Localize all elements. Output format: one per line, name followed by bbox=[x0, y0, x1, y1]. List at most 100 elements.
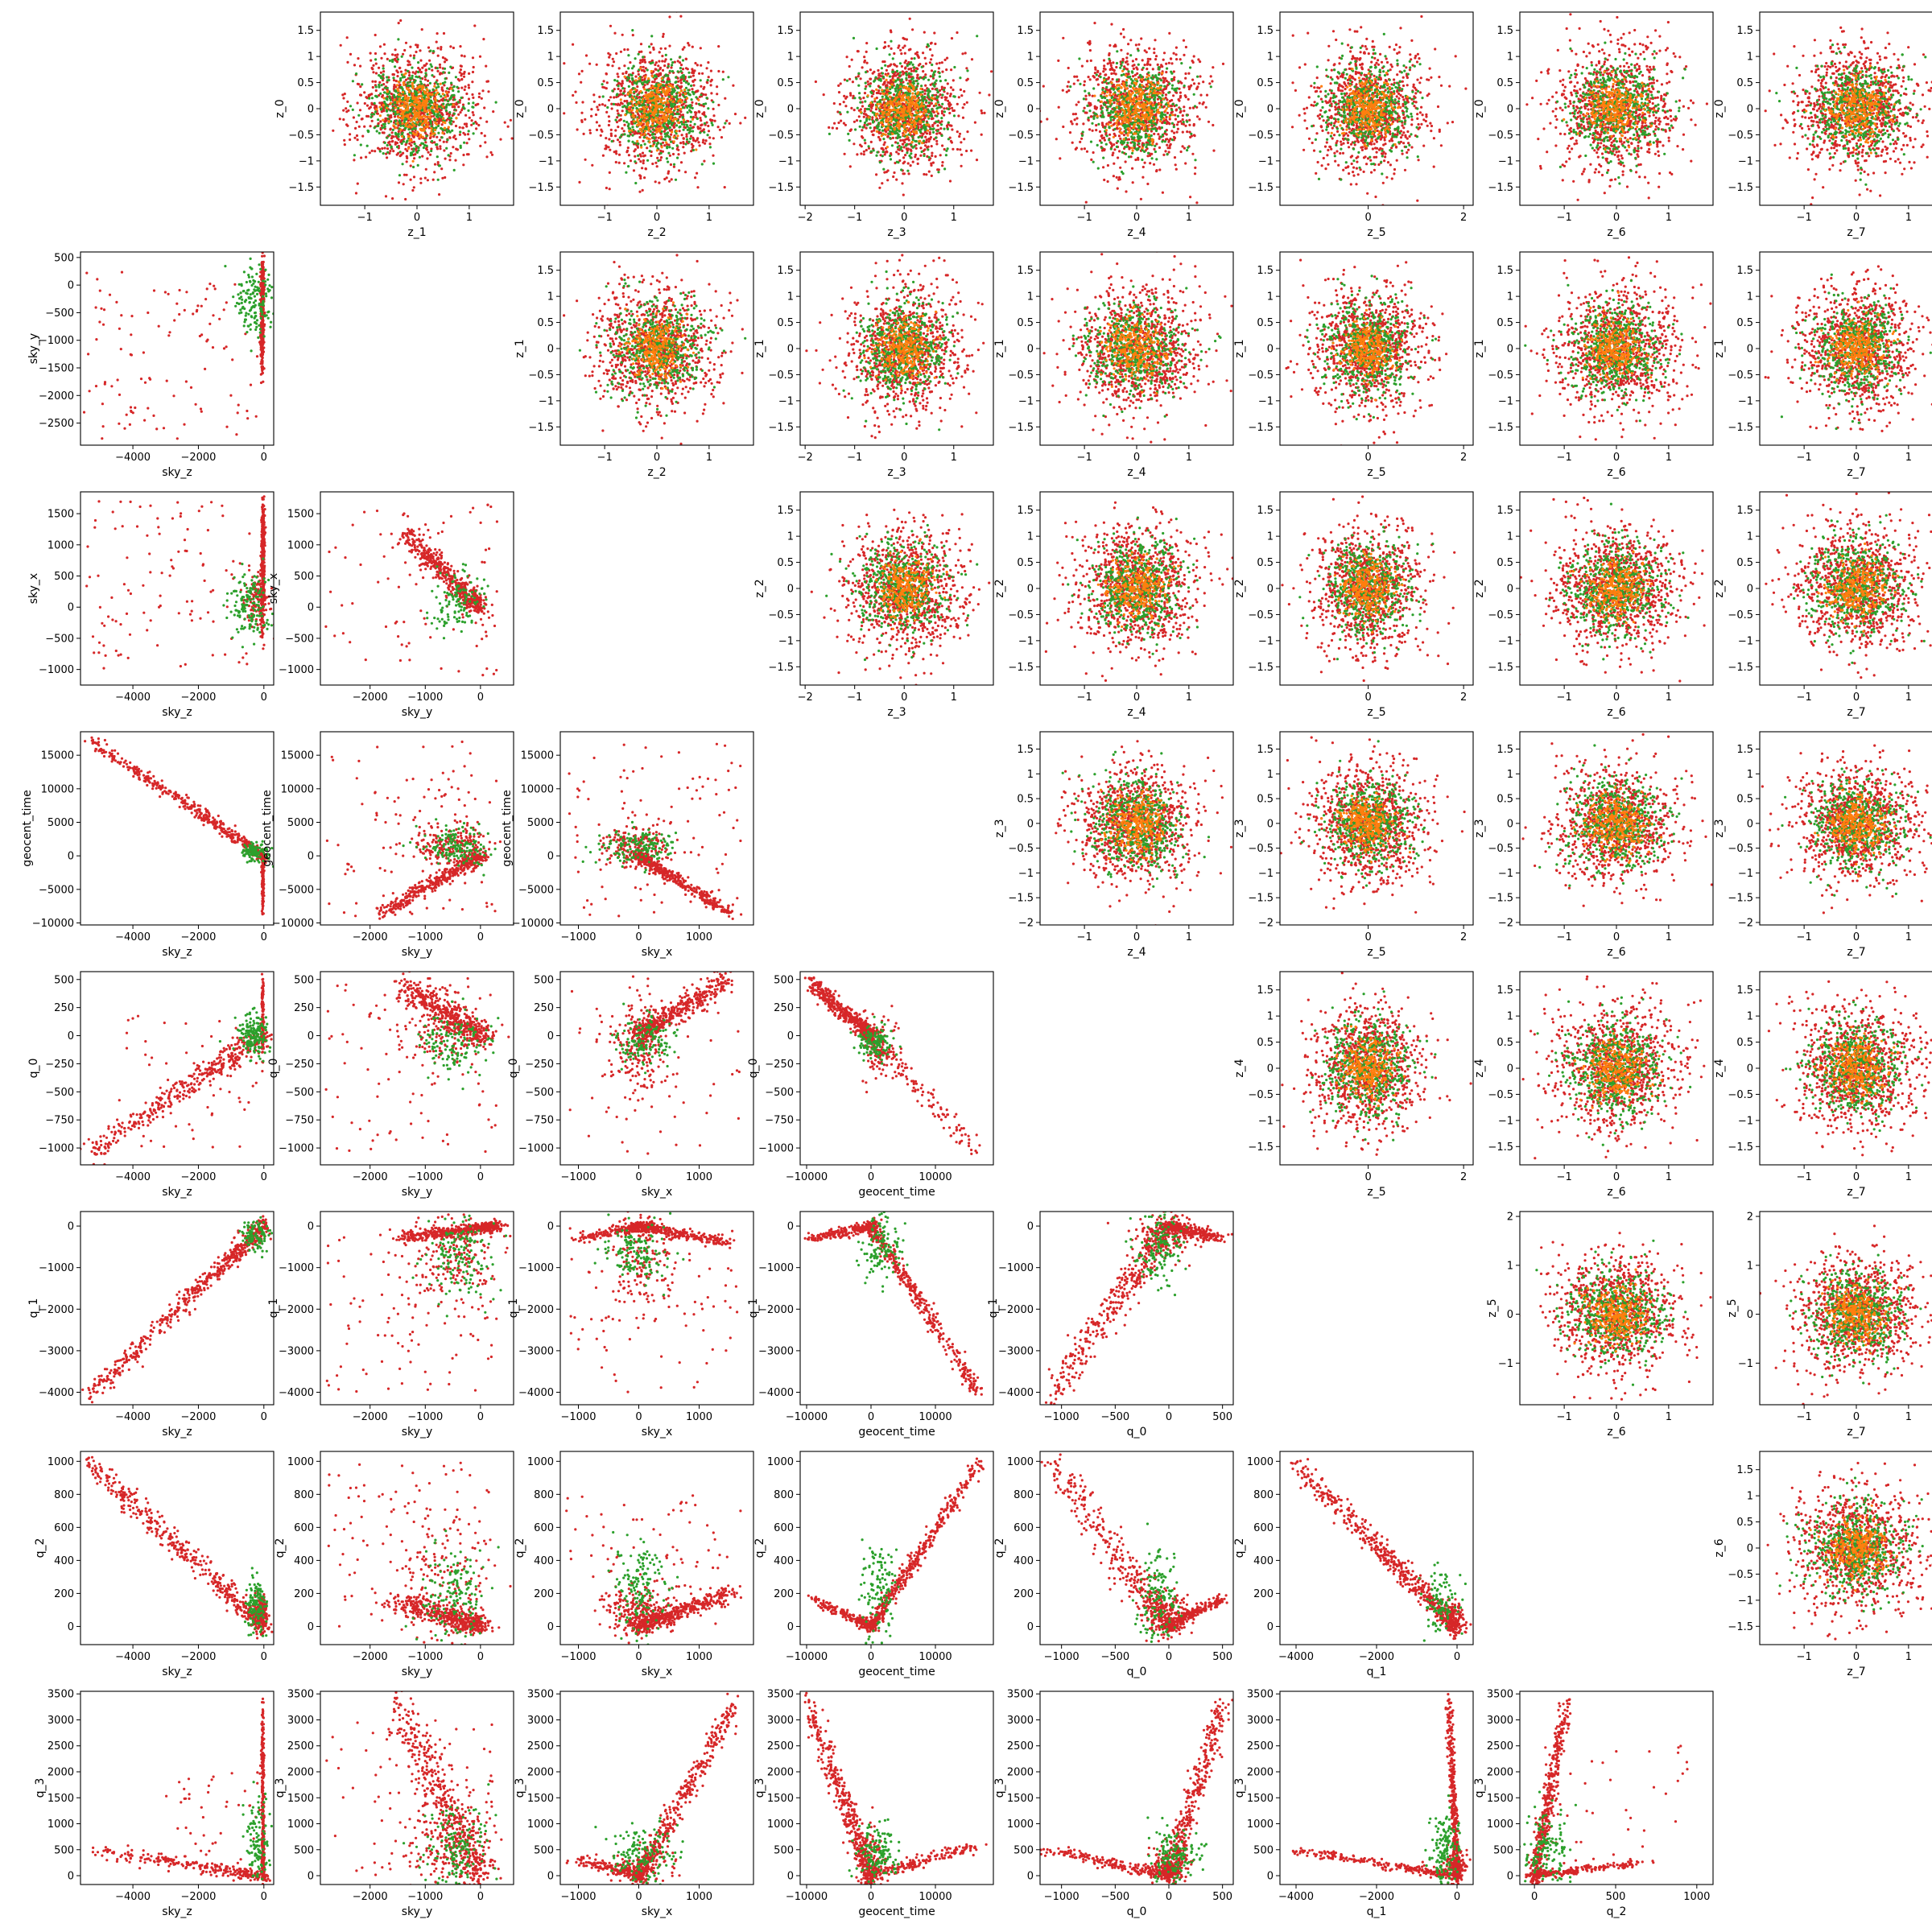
data-point bbox=[440, 95, 442, 97]
data-point bbox=[392, 107, 394, 109]
data-point bbox=[504, 122, 506, 124]
data-point bbox=[947, 108, 949, 110]
data-point bbox=[446, 103, 448, 105]
data-point bbox=[949, 103, 952, 105]
data-point bbox=[898, 74, 901, 76]
data-point bbox=[447, 100, 449, 102]
data-point bbox=[468, 153, 470, 155]
data-point bbox=[914, 140, 916, 142]
data-point bbox=[886, 171, 888, 173]
data-point bbox=[439, 147, 441, 150]
data-point bbox=[621, 102, 624, 105]
data-point bbox=[479, 145, 481, 147]
data-point bbox=[881, 130, 884, 132]
data-point bbox=[386, 114, 389, 117]
data-point bbox=[882, 83, 885, 85]
data-point bbox=[849, 130, 852, 132]
data-point bbox=[646, 114, 649, 117]
data-point bbox=[448, 111, 451, 114]
data-point bbox=[572, 94, 574, 97]
data-point bbox=[422, 136, 424, 138]
data-point bbox=[654, 74, 656, 76]
data-point bbox=[626, 48, 629, 51]
data-point bbox=[414, 72, 416, 75]
data-point bbox=[397, 71, 399, 73]
data-point bbox=[633, 169, 635, 171]
data-point bbox=[420, 112, 423, 114]
data-point bbox=[398, 22, 400, 24]
data-point bbox=[679, 79, 682, 81]
data-point bbox=[902, 156, 905, 159]
data-point bbox=[933, 31, 935, 34]
data-point bbox=[430, 150, 432, 152]
data-point bbox=[853, 109, 856, 111]
data-point bbox=[910, 57, 913, 60]
data-point bbox=[646, 101, 649, 103]
data-point bbox=[925, 110, 927, 113]
data-point bbox=[933, 111, 935, 114]
data-point bbox=[870, 151, 873, 153]
data-point bbox=[677, 113, 679, 115]
data-point bbox=[609, 149, 611, 151]
data-point bbox=[837, 122, 840, 124]
data-point bbox=[698, 103, 700, 105]
data-point bbox=[440, 99, 443, 101]
data-point bbox=[408, 93, 411, 96]
data-point bbox=[448, 72, 450, 74]
x-tick-label: 1 bbox=[706, 212, 712, 224]
data-point bbox=[422, 85, 424, 87]
data-point bbox=[411, 160, 414, 163]
data-point bbox=[631, 109, 634, 111]
data-point bbox=[424, 72, 427, 74]
data-point bbox=[616, 80, 618, 82]
data-point bbox=[606, 106, 609, 109]
data-point bbox=[673, 163, 675, 166]
data-point bbox=[643, 120, 646, 122]
data-point bbox=[647, 127, 650, 130]
data-point bbox=[386, 144, 389, 147]
data-point bbox=[932, 83, 935, 85]
data-point bbox=[909, 132, 911, 134]
data-point bbox=[970, 150, 972, 152]
data-point bbox=[909, 93, 911, 95]
data-point bbox=[661, 95, 663, 97]
data-point bbox=[905, 60, 907, 62]
data-point bbox=[895, 179, 898, 181]
data-point bbox=[929, 48, 931, 51]
data-point bbox=[902, 162, 905, 164]
data-point bbox=[374, 150, 376, 152]
data-point bbox=[469, 117, 471, 119]
data-point bbox=[416, 130, 419, 133]
data-point bbox=[613, 60, 615, 63]
data-point bbox=[905, 131, 907, 134]
data-point bbox=[881, 155, 884, 157]
data-point bbox=[399, 86, 402, 89]
data-point bbox=[379, 120, 382, 122]
data-point bbox=[900, 88, 902, 90]
data-point bbox=[682, 59, 684, 61]
data-point bbox=[677, 122, 679, 124]
data-point bbox=[694, 123, 696, 126]
data-point bbox=[659, 73, 662, 76]
data-point bbox=[711, 122, 713, 124]
data-point bbox=[479, 56, 481, 58]
data-point bbox=[617, 109, 619, 112]
data-point bbox=[669, 121, 671, 123]
data-point bbox=[630, 159, 632, 162]
data-point bbox=[628, 154, 630, 156]
data-point bbox=[419, 85, 421, 87]
data-point bbox=[468, 97, 470, 100]
data-point bbox=[355, 192, 357, 194]
data-point bbox=[346, 125, 349, 127]
data-point bbox=[464, 134, 466, 136]
data-point bbox=[659, 118, 662, 121]
data-point bbox=[682, 106, 684, 109]
data-point bbox=[881, 182, 883, 184]
data-point bbox=[932, 73, 935, 76]
data-point bbox=[386, 98, 388, 101]
data-point bbox=[931, 42, 933, 44]
data-point bbox=[897, 122, 899, 124]
data-point bbox=[683, 142, 685, 145]
data-point bbox=[357, 114, 360, 117]
data-point bbox=[881, 72, 884, 75]
